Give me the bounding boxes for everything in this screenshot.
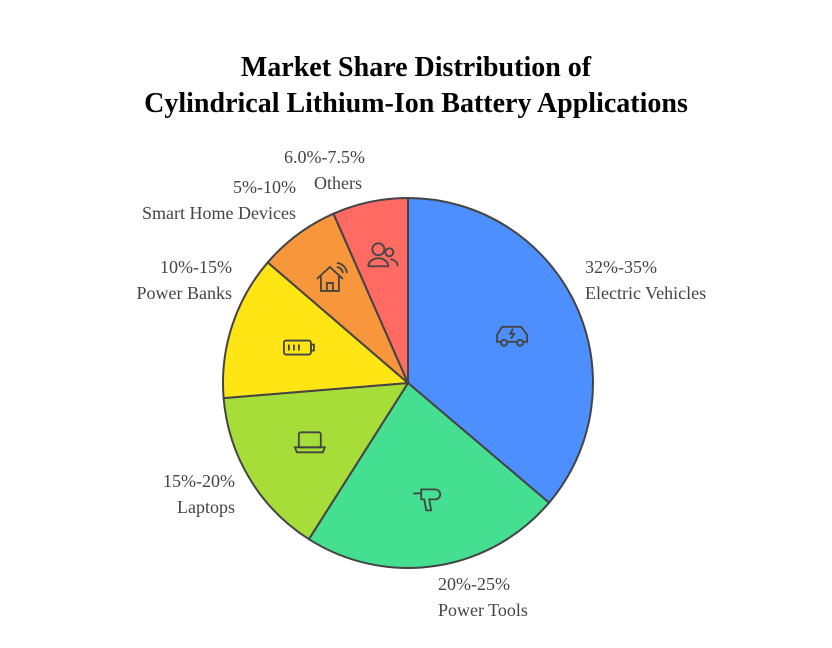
car-icon	[496, 325, 528, 347]
slice-name-label: Others	[314, 173, 362, 193]
pie-slice-power-banks	[222, 261, 411, 400]
battery-icon	[283, 339, 315, 356]
chart-title-line-1: Market Share Distribution of	[240, 52, 592, 83]
chart-title-line-2: Cylindrical Lithium-Ion Battery Applicat…	[144, 88, 688, 119]
slice-name-label: Power Banks	[137, 283, 233, 303]
slice-percent-label: 10%-15%	[160, 257, 232, 277]
pie-slice-electric-vehicles	[407, 196, 594, 505]
slice-name-label: Smart Home Devices	[142, 203, 296, 223]
pie-slice-others	[332, 196, 409, 384]
slice-percent-label: 5%-10%	[233, 177, 296, 197]
laptop-icon	[293, 431, 327, 454]
slice-percent-label: 20%-25%	[438, 574, 510, 594]
slice-name-label: Laptops	[177, 497, 235, 517]
pie-slice-power-tools	[307, 381, 551, 569]
slice-percent-label: 6.0%-7.5%	[284, 147, 365, 167]
slice-name-label: Power Tools	[438, 600, 528, 620]
slice-percent-label: 15%-20%	[163, 471, 235, 491]
drill-icon	[413, 488, 442, 512]
pie-slice-laptops	[222, 381, 410, 541]
slice-percent-label: 32%-35%	[585, 257, 657, 277]
smart-home-icon	[316, 262, 348, 292]
slice-name-label: Electric Vehicles	[585, 283, 706, 303]
people-icon	[367, 242, 399, 268]
